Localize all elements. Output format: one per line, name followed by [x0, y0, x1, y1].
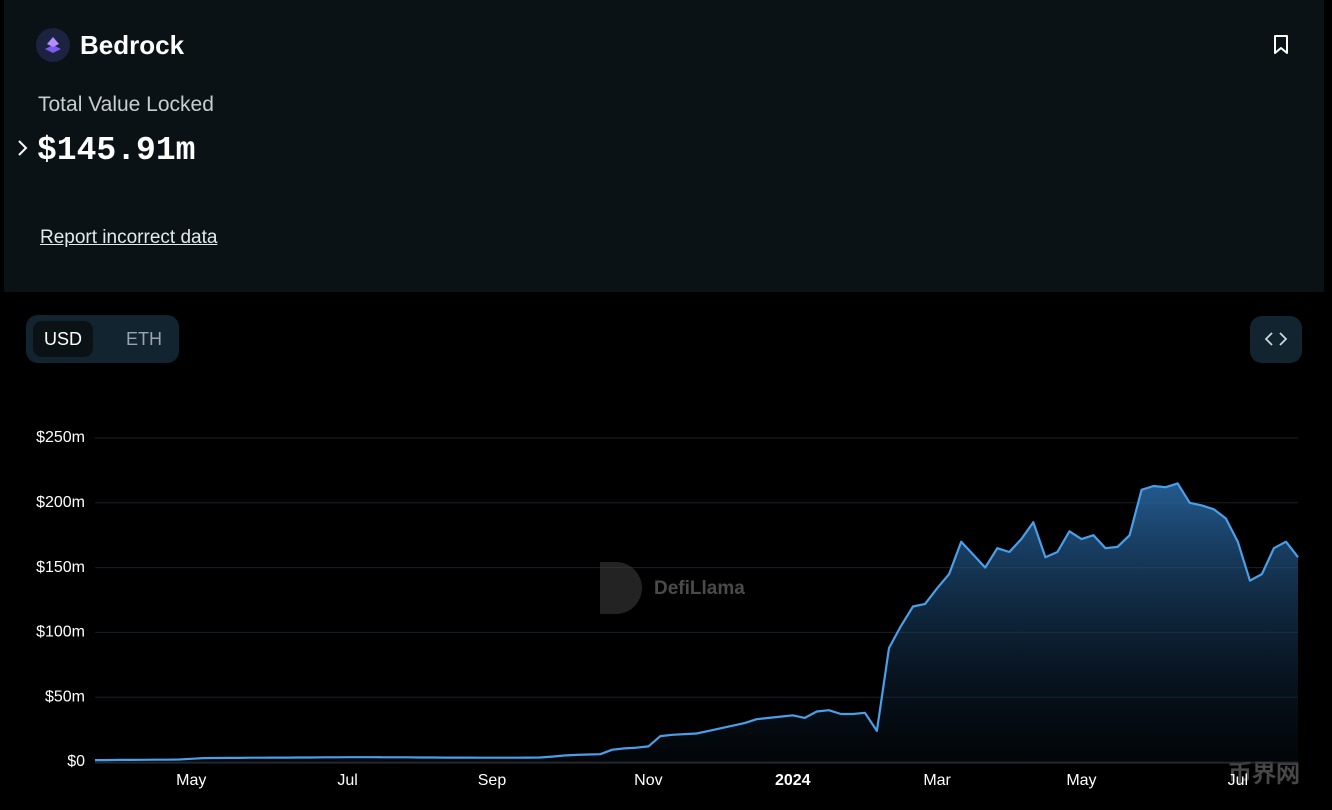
y-tick-label: $50m: [45, 688, 85, 705]
x-tick-label: Jul: [337, 772, 357, 789]
watermark: DefiLlama: [654, 578, 745, 599]
watermark-logo: DefiLlama: [600, 562, 745, 614]
currency-toggle: USD ETH: [26, 315, 179, 363]
corner-watermark: 币界网: [1228, 760, 1300, 787]
x-tick-label: 2024: [775, 772, 811, 789]
embed-button[interactable]: [1250, 316, 1302, 363]
protocol-name: Bedrock: [80, 30, 185, 60]
x-tick-label: Sep: [478, 772, 507, 789]
toggle-option[interactable]: ETH: [126, 329, 162, 349]
area: [95, 483, 1298, 762]
report-link[interactable]: Report incorrect data: [40, 227, 218, 248]
x-tick-label: Mar: [923, 772, 951, 789]
x-tick-label: Jul: [1228, 772, 1248, 789]
embed-icon: [1264, 332, 1288, 346]
metric-label: Total Value Locked: [38, 93, 214, 116]
x-tick-label: May: [176, 772, 206, 789]
metric-value: $145.91m: [37, 132, 196, 169]
y-tick-label: $100m: [36, 624, 85, 641]
logo: [36, 28, 70, 62]
header-panel: Bedrock Total Value Locked $145.91m Repo…: [4, 0, 1324, 292]
toggle-option[interactable]: USD: [33, 321, 93, 357]
bookmark-icon[interactable]: [1272, 34, 1292, 56]
line: [95, 482, 1299, 762]
x-tick-label: Nov: [634, 772, 662, 789]
x-tick-label: May: [1066, 772, 1096, 789]
y-tick-label: $0: [67, 753, 85, 770]
y-tick-label: $200m: [36, 494, 85, 511]
y-tick-label: $250m: [36, 429, 85, 446]
y-tick-label: $150m: [36, 559, 85, 576]
expand-chevron[interactable]: [16, 138, 30, 160]
